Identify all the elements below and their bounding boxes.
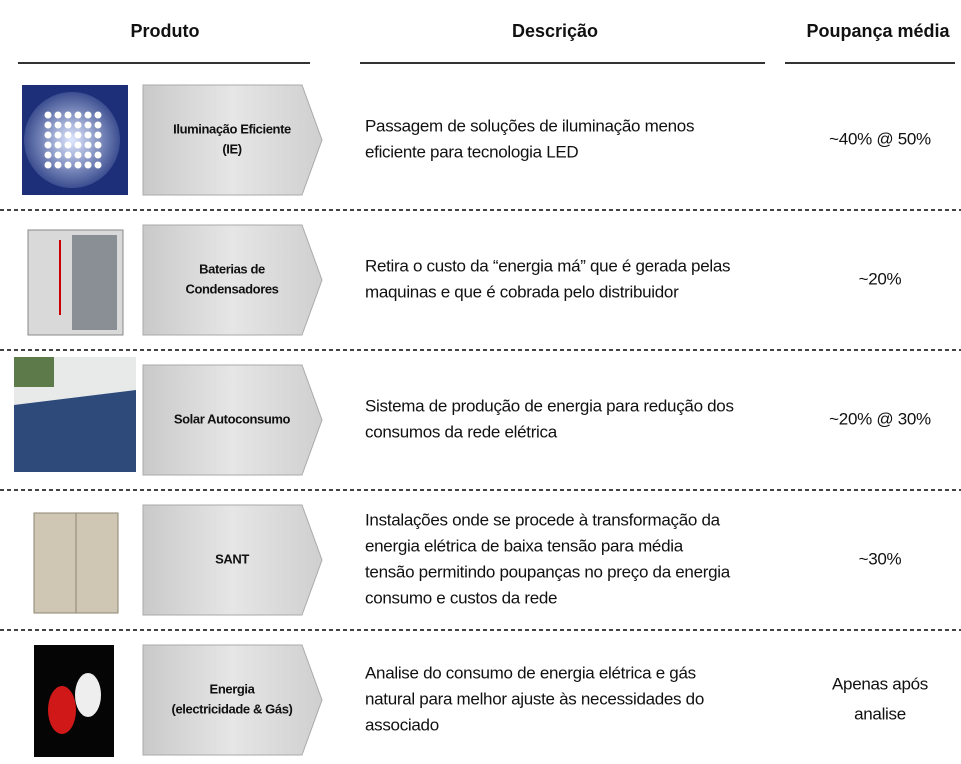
column-header: Descrição [512, 21, 598, 41]
product-image [75, 673, 101, 717]
description: consumo e custos da rede [365, 588, 557, 607]
product-name: (IE) [222, 141, 241, 156]
product-arrow [142, 84, 323, 196]
saving: ~30% [859, 549, 902, 568]
product-image [44, 151, 52, 159]
product-image [54, 131, 62, 139]
product-image [44, 161, 52, 169]
product-image [94, 161, 102, 169]
product-image [64, 151, 72, 159]
product-image [44, 131, 52, 139]
column-header: Poupança média [806, 21, 950, 41]
product-image [72, 235, 117, 330]
description: maquinas e que é cobrada pelo distribuid… [365, 282, 679, 301]
product-name: Solar Autoconsumo [174, 411, 291, 426]
product-image [94, 111, 102, 119]
saving: ~20% [859, 269, 902, 288]
product-image [84, 121, 92, 129]
description: eficiente para tecnologia LED [365, 142, 578, 161]
product-image [64, 131, 72, 139]
product-image [64, 161, 72, 169]
product-image [64, 111, 72, 119]
description: tensão permitindo poupanças no preço da … [365, 562, 731, 581]
product-arrow [142, 504, 323, 616]
product-image [54, 141, 62, 149]
description: energia elétrica de baixa tensão para mé… [365, 536, 684, 555]
product-image [84, 111, 92, 119]
product-image [74, 161, 82, 169]
product-name: (electricidade & Gás) [172, 701, 293, 716]
description: natural para melhor ajuste às necessidad… [365, 689, 704, 708]
description: Retira o custo da “energia má” que é ger… [365, 256, 730, 275]
product-name: Energia [210, 681, 256, 696]
product-image [54, 121, 62, 129]
saving: analise [854, 704, 906, 723]
product-image [94, 141, 102, 149]
product-image [74, 111, 82, 119]
description: Instalações onde se procede à transforma… [365, 510, 721, 529]
product-image [84, 141, 92, 149]
product-image [54, 111, 62, 119]
product-image [64, 121, 72, 129]
description: Sistema de produção de energia para redu… [365, 396, 734, 415]
product-image [44, 121, 52, 129]
column-header: Produto [131, 21, 200, 41]
product-image [74, 121, 82, 129]
product-image [94, 121, 102, 129]
description: Passagem de soluções de iluminação menos [365, 116, 694, 135]
product-image [44, 141, 52, 149]
saving: ~40% @ 50% [829, 129, 931, 148]
product-name: Condensadores [185, 281, 278, 296]
product-image [84, 131, 92, 139]
product-name: Iluminação Eficiente [173, 121, 291, 136]
product-image [64, 141, 72, 149]
product-image [84, 151, 92, 159]
product-name: SANT [215, 551, 249, 566]
product-image [74, 151, 82, 159]
product-name: Baterias de [199, 261, 265, 276]
product-image [74, 131, 82, 139]
saving: Apenas após [832, 674, 928, 693]
description: associado [365, 715, 439, 734]
product-image [48, 686, 76, 734]
product-image [14, 390, 136, 472]
saving: ~20% @ 30% [829, 409, 931, 428]
product-image [24, 92, 120, 188]
product-image [84, 161, 92, 169]
product-image [44, 111, 52, 119]
product-image [74, 141, 82, 149]
product-image [54, 151, 62, 159]
description: Analise do consumo de energia elétrica e… [365, 663, 696, 682]
product-arrow [142, 224, 323, 336]
product-arrow [142, 364, 323, 476]
product-image [54, 161, 62, 169]
product-arrow [142, 644, 323, 756]
product-image [14, 357, 54, 387]
product-image [94, 151, 102, 159]
product-image [94, 131, 102, 139]
description: consumos da rede elétrica [365, 422, 558, 441]
